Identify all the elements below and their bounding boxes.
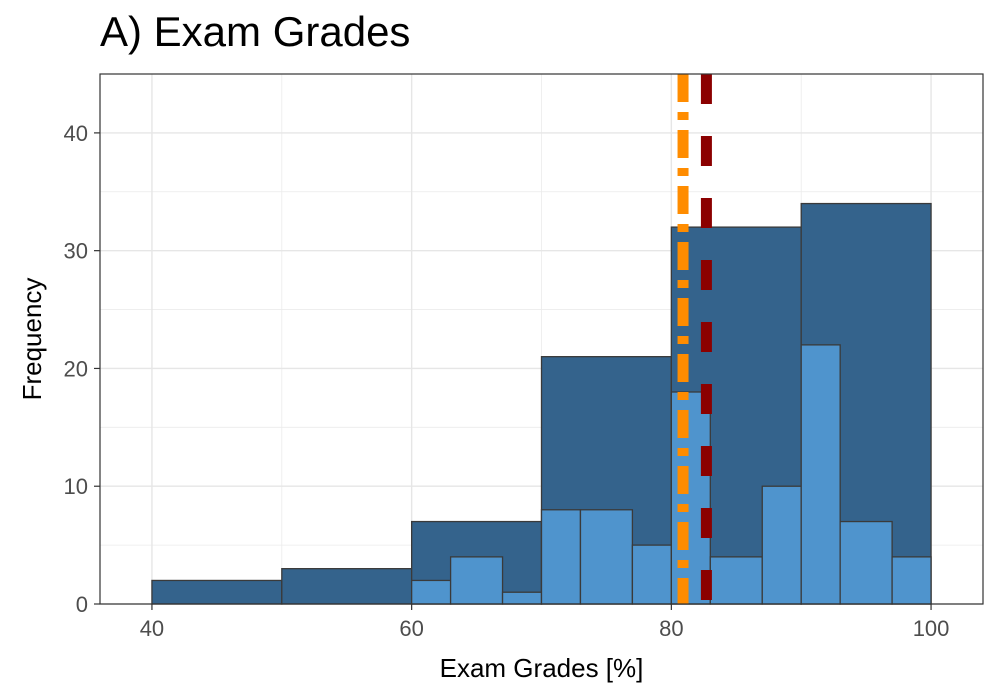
histogram-bar (579, 509, 634, 605)
y-axis-title: Frequency (17, 278, 47, 401)
y-tick-label: 40 (64, 121, 88, 146)
histogram-bar (281, 568, 413, 605)
histogram-bar (800, 344, 841, 605)
histogram-bar (761, 485, 802, 605)
x-tick-label: 40 (140, 616, 164, 641)
axis-ticks: 40 60 80 100 0 10 20 30 40 (64, 121, 950, 641)
x-axis-title: Exam Grades [%] (440, 653, 644, 683)
reference-lines (677, 74, 712, 604)
y-tick-label: 0 (76, 592, 88, 617)
histogram-bar (891, 556, 932, 605)
histogram-bar (501, 591, 543, 605)
histogram-bar (540, 509, 582, 605)
y-tick-label: 30 (64, 239, 88, 264)
x-tick-label: 60 (399, 616, 423, 641)
histogram-bar (449, 556, 504, 605)
histogram-bars (151, 202, 932, 605)
histogram-bar (151, 579, 283, 605)
x-tick-label: 100 (913, 616, 950, 641)
panel-border (99, 73, 984, 605)
histogram-bar (839, 520, 893, 605)
histogram-bar (709, 556, 763, 605)
x-tick-label: 80 (659, 616, 683, 641)
histogram-bar (410, 579, 452, 605)
histogram-bar (631, 544, 673, 605)
y-tick-label: 10 (64, 474, 88, 499)
chart-title: A) Exam Grades (100, 8, 411, 55)
y-tick-label: 20 (64, 356, 88, 381)
